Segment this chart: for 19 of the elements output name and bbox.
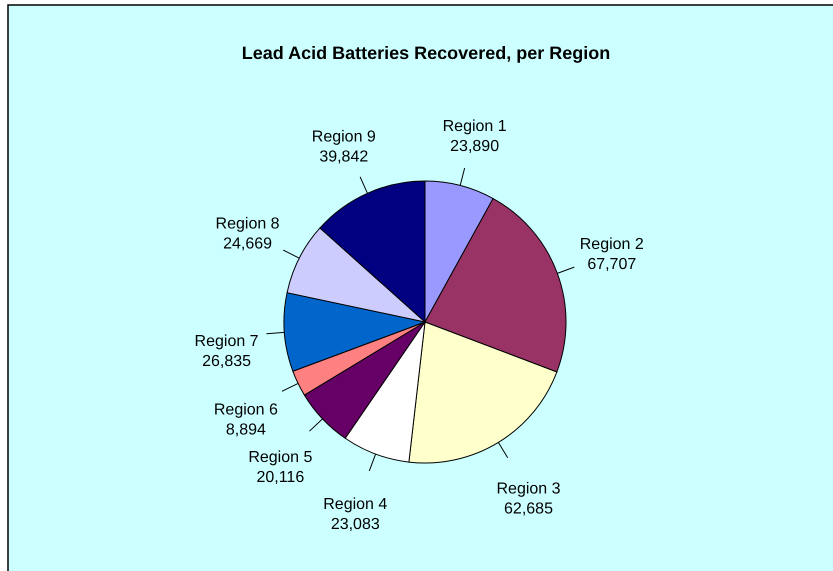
data-label: 20,116 bbox=[256, 468, 304, 486]
data-label: 39,842 bbox=[319, 148, 368, 166]
slice-label: Region 6 bbox=[214, 401, 278, 418]
data-label: 24,669 bbox=[223, 235, 272, 252]
data-label: 67,707 bbox=[587, 256, 636, 273]
slice-label: Region 3 bbox=[496, 480, 561, 498]
data-label: 8,894 bbox=[226, 421, 266, 438]
data-label: 62,685 bbox=[504, 500, 554, 518]
slice-label: Region 7 bbox=[194, 332, 259, 350]
data-label: 23,890 bbox=[450, 138, 500, 155]
data-label: 26,835 bbox=[202, 352, 252, 370]
chart-title: Lead Acid Batteries Recovered, per Region bbox=[242, 43, 610, 63]
slice-label: Region 4 bbox=[323, 496, 388, 514]
slice-label: Region 5 bbox=[248, 448, 312, 466]
slice-label: Region 9 bbox=[312, 128, 376, 146]
slice-label: Region 2 bbox=[580, 236, 644, 253]
data-label: 23,083 bbox=[330, 516, 380, 534]
slice-label: Region 8 bbox=[216, 215, 280, 232]
slice-label: Region 1 bbox=[442, 118, 507, 135]
